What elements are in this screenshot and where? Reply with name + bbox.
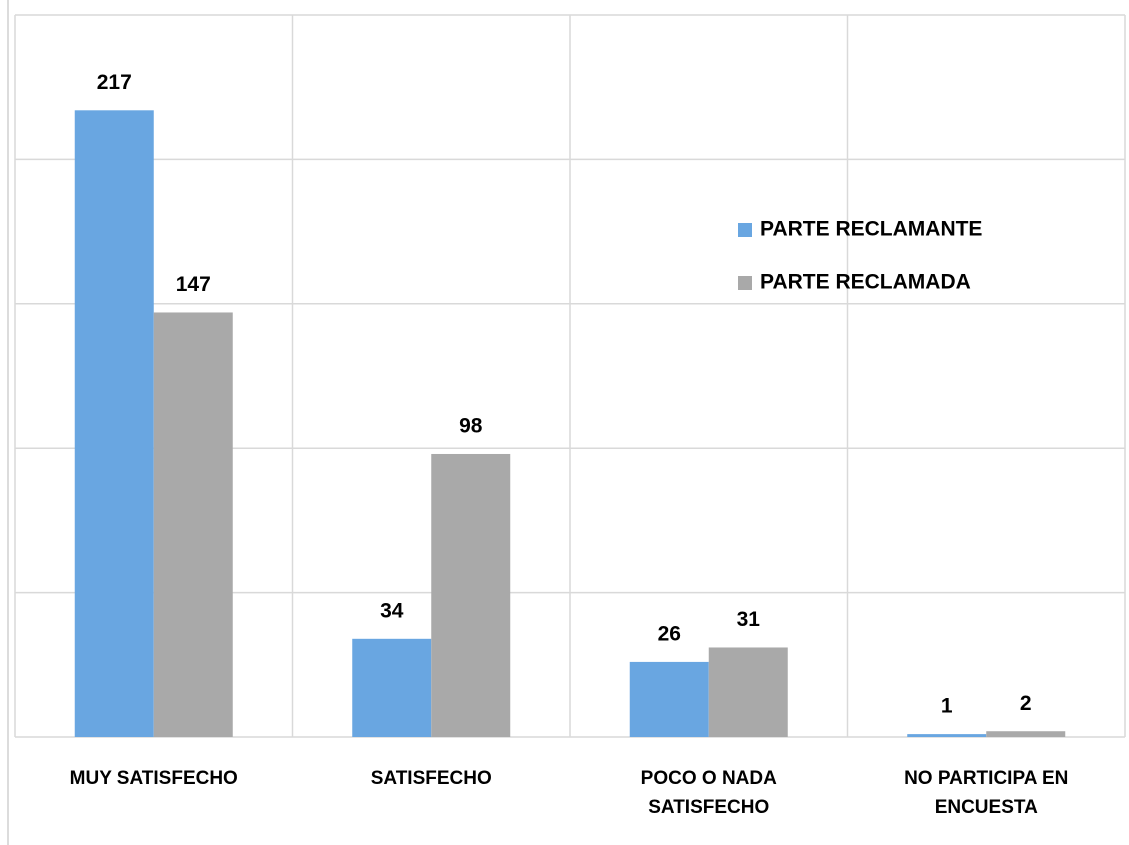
bar [708,647,788,737]
data-label: 217 [97,71,132,94]
bar [352,638,432,737]
legend-label: PARTE RECLAMANTE [760,218,982,241]
data-label: 147 [176,273,211,296]
bar [74,110,154,737]
data-label: 98 [459,415,483,438]
bar [431,453,511,737]
bar [986,731,1066,737]
data-label: 2 [1020,692,1032,715]
bar [629,661,709,737]
data-label: 31 [737,608,761,631]
legend-label: PARTE RECLAMADA [760,271,971,294]
x-tick-label: NO PARTICIPA EN ENCUESTA [904,768,1069,818]
x-tick-label: POCO O NADA SATISFECHO [640,768,777,818]
data-label: 26 [658,622,681,645]
legend-swatch [738,223,752,237]
data-label: 34 [380,599,404,622]
x-tick-label: MUY SATISFECHO [69,768,238,789]
bar [153,312,233,737]
legend-swatch [738,276,752,290]
bar [907,734,987,737]
x-tick-label: SATISFECHO [370,768,492,789]
data-label: 1 [941,695,953,718]
